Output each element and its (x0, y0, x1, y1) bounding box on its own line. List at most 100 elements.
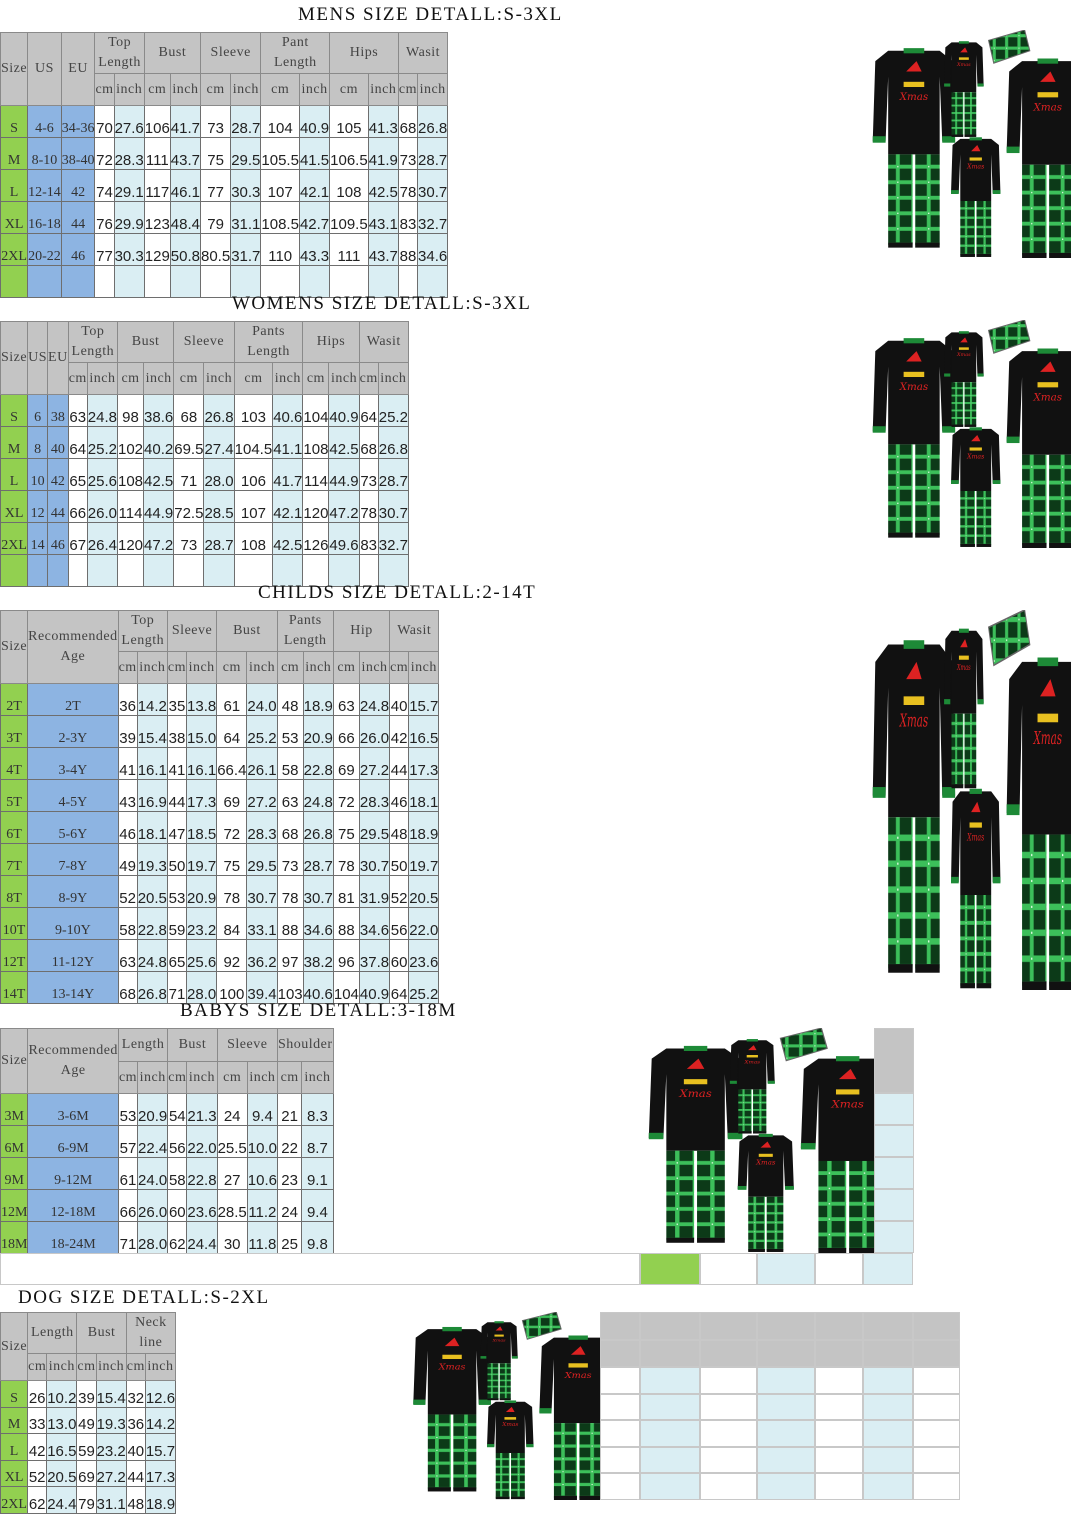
inch-value: 29.1 (113, 169, 145, 202)
cm-value: 41 (166, 747, 188, 780)
cm-value: 110 (260, 233, 300, 266)
svg-text:Xmas: Xmas (956, 62, 971, 68)
inch-value: 10.2 (46, 1380, 78, 1408)
inch-value: 25.2 (408, 971, 440, 1004)
cm-value: 62 (27, 1486, 48, 1514)
lead-cell: 16-18 (27, 201, 62, 234)
inch-value: 30.7 (417, 169, 449, 202)
size-cell: 4T (0, 747, 29, 780)
cm-value: 44 (125, 1459, 146, 1488)
cm-value: 123 (143, 201, 171, 234)
filler-cell (913, 1473, 960, 1500)
inch-value: 15.7 (408, 683, 440, 716)
cm-value: 108.5 (260, 201, 300, 234)
size-cell: S (0, 1380, 29, 1408)
cm-value: 81 (332, 875, 360, 908)
inch-value: 15.4 (136, 715, 168, 748)
header-wasit: Wasit (397, 32, 449, 74)
inch-value: 20.9 (186, 875, 218, 908)
unit-cm: cm (332, 651, 360, 684)
cm-value: 64 (67, 426, 88, 459)
inch-value: 19.7 (186, 843, 218, 876)
unit-cm: cm (117, 1061, 139, 1094)
table-row: M 8-10 38-40 72 28.3 111 43.7 75 29.5 105.5 41.5 10… (0, 137, 449, 170)
cm-value: 105 (329, 105, 369, 138)
cm-value: 75 (332, 811, 360, 844)
filler-cell (863, 1312, 913, 1340)
cm-value: 77 (199, 169, 232, 202)
header-hip: Hip (332, 610, 391, 652)
inch-value: 41.5 (298, 137, 331, 170)
cm-value: 72 (332, 779, 360, 812)
cm-value: 68 (397, 105, 419, 138)
header-recommended-age: Recommended Age (27, 1028, 119, 1094)
inch-value: 28.0 (137, 1221, 169, 1254)
unit-cm: cm (216, 651, 248, 684)
inch-value: 34.6 (302, 907, 334, 940)
inch-value: 20.5 (408, 875, 440, 908)
cm-value: 106 (233, 458, 274, 491)
header-shoulder: Shoulder (276, 1028, 334, 1062)
unit-inch: inch (169, 73, 202, 106)
cm-value: 65 (67, 458, 88, 491)
inch-value: 42.7 (298, 201, 331, 234)
cm-value: 75 (199, 137, 232, 170)
inch-value: 21.3 (186, 1093, 218, 1126)
cm-value: 120 (116, 522, 145, 555)
header-row: Size US EU Top Length Bust Sleeve Pant Length H… (0, 32, 449, 106)
cm-value: 103 (233, 394, 274, 427)
inch-value: 22.0 (186, 1125, 218, 1158)
cm-value: 104 (260, 105, 300, 138)
cm-value: 102 (116, 426, 145, 459)
header-us: US (27, 32, 62, 106)
cm-value: 73 (199, 105, 232, 138)
cm-value: 48 (125, 1486, 146, 1514)
inch-value: 27.2 (246, 779, 278, 812)
inch-value: 18.1 (408, 779, 440, 812)
cm-value: 72 (216, 811, 248, 844)
size-cell: 2XL (0, 1486, 29, 1514)
cm-value: 59 (166, 907, 188, 940)
unit-cm: cm (199, 73, 232, 106)
size-cell: M (0, 1406, 29, 1435)
unit-cm: cm (76, 1353, 97, 1381)
header-hips: Hips (302, 321, 360, 363)
cm-value: 25 (276, 1221, 303, 1254)
unit-cm: cm (167, 1061, 188, 1094)
inch-value: 47.2 (143, 522, 175, 555)
filler-cell (913, 1420, 960, 1447)
cm-value: 49 (76, 1406, 97, 1435)
inch-value: 50.8 (169, 233, 202, 266)
inch-value: 30.7 (246, 875, 278, 908)
inch-value: 40.6 (302, 971, 334, 1004)
cm-value: 65 (166, 939, 188, 972)
cm-value: 53 (117, 1093, 139, 1126)
inch-value: 17.3 (408, 747, 440, 780)
unit-cm: cm (260, 73, 300, 106)
cm-value: 66 (117, 1189, 139, 1222)
size-cell: XL (0, 201, 29, 234)
unit-inch: inch (377, 362, 409, 395)
unit-cm: cm (27, 1353, 48, 1381)
size-cell: 12M (0, 1189, 29, 1222)
unit-inch: inch (301, 1061, 334, 1094)
header-size: Size (0, 32, 29, 106)
inch-value: 27.2 (95, 1459, 127, 1488)
cm-value: 63 (276, 779, 304, 812)
inch-value: 43.1 (367, 201, 399, 234)
svg-text:Xmas: Xmas (743, 1060, 760, 1066)
pajama-image-dog: Xmas Xmas Xmas Xmas (406, 1311, 617, 1505)
inch-value: 27.2 (358, 747, 391, 780)
filler-cell (700, 1420, 757, 1447)
cm-value (302, 554, 330, 587)
size-cell: L (0, 1433, 29, 1461)
inch-value: 29.5 (358, 811, 391, 844)
inch-value: 14.2 (136, 683, 168, 716)
lead-cell: 42 (47, 458, 69, 491)
cm-value: 67 (67, 522, 88, 555)
inch-value: 23.2 (186, 907, 218, 940)
size-cell: S (0, 394, 29, 427)
inch-value: 24.8 (302, 779, 334, 812)
size-cell: 2T (0, 683, 29, 716)
inch-value: 11.2 (246, 1189, 278, 1222)
